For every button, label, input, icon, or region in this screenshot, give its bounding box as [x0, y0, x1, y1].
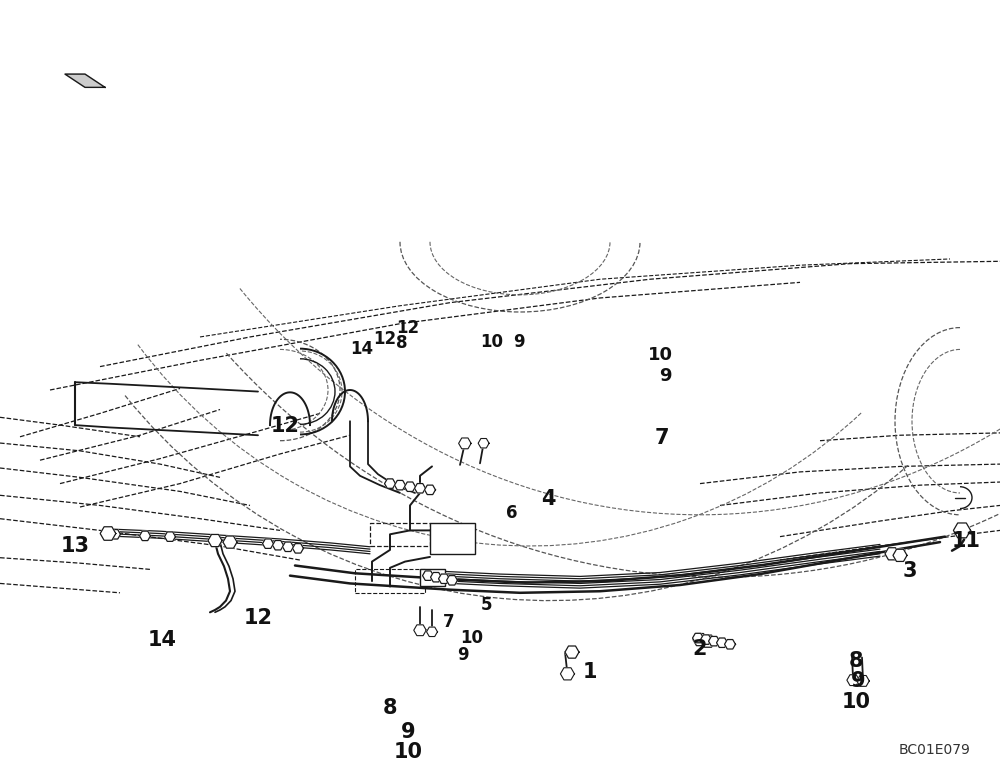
Text: 14: 14 [350, 340, 374, 359]
Text: 10: 10 [842, 692, 870, 712]
Text: 13: 13 [60, 536, 90, 556]
Text: 12: 12 [396, 318, 420, 337]
Polygon shape [223, 536, 237, 548]
Text: 10: 10 [460, 629, 484, 647]
Text: 4: 4 [541, 489, 555, 509]
Text: 14: 14 [148, 629, 176, 650]
Text: 8: 8 [383, 698, 397, 718]
Polygon shape [725, 640, 735, 649]
Polygon shape [857, 675, 869, 686]
Polygon shape [701, 635, 711, 644]
Polygon shape [427, 627, 437, 636]
Text: 1: 1 [583, 662, 597, 682]
Polygon shape [425, 485, 435, 495]
Text: 9: 9 [659, 367, 671, 385]
Text: 9: 9 [401, 722, 415, 742]
Polygon shape [478, 438, 489, 448]
Text: 12: 12 [244, 608, 272, 628]
Bar [430, 523, 475, 554]
Bar [420, 569, 444, 586]
Polygon shape [405, 482, 415, 491]
Polygon shape [431, 573, 441, 582]
Polygon shape [953, 523, 971, 538]
Polygon shape [565, 646, 579, 658]
Polygon shape [165, 532, 175, 541]
Text: 12: 12 [270, 416, 300, 436]
Polygon shape [701, 635, 715, 647]
Text: 5: 5 [480, 595, 492, 614]
Text: 7: 7 [655, 428, 669, 448]
Text: 8: 8 [396, 334, 408, 353]
Polygon shape [847, 675, 859, 686]
Text: 9: 9 [851, 671, 865, 691]
Polygon shape [140, 531, 150, 541]
Text: 10: 10 [394, 742, 422, 762]
Text: 11: 11 [952, 531, 980, 551]
Polygon shape [459, 438, 471, 448]
Polygon shape [717, 638, 727, 647]
Polygon shape [423, 571, 433, 580]
Polygon shape [293, 544, 303, 553]
Polygon shape [560, 668, 574, 680]
Polygon shape [100, 526, 116, 541]
Polygon shape [414, 625, 426, 636]
Text: 10: 10 [648, 346, 672, 364]
Text: 9: 9 [513, 332, 525, 351]
Polygon shape [415, 484, 425, 493]
Polygon shape [110, 530, 120, 539]
Text: 12: 12 [373, 329, 397, 348]
Polygon shape [101, 527, 115, 540]
Text: 3: 3 [903, 561, 917, 581]
Polygon shape [263, 539, 273, 548]
Polygon shape [709, 636, 719, 646]
Text: 9: 9 [457, 646, 469, 665]
Polygon shape [385, 479, 395, 488]
Polygon shape [65, 74, 105, 87]
Polygon shape [693, 633, 703, 643]
Polygon shape [283, 542, 293, 551]
Polygon shape [208, 534, 222, 547]
Polygon shape [439, 574, 449, 583]
Polygon shape [885, 548, 899, 560]
Polygon shape [273, 541, 283, 550]
Polygon shape [893, 549, 907, 562]
Text: 2: 2 [693, 639, 707, 659]
Text: 8: 8 [849, 651, 863, 671]
Text: BC01E079: BC01E079 [898, 743, 970, 757]
Text: 6: 6 [506, 504, 518, 523]
Text: 10: 10 [480, 332, 504, 351]
Text: 7: 7 [443, 612, 455, 631]
Polygon shape [447, 576, 457, 585]
Polygon shape [693, 633, 707, 646]
Polygon shape [395, 480, 405, 490]
